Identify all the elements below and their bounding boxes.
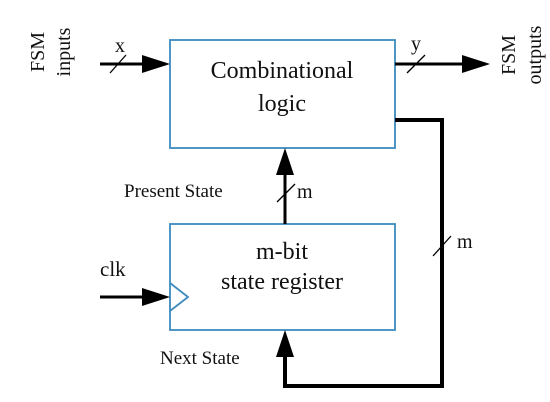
fsm-inputs-label-line1: FSM	[27, 32, 49, 72]
feedback-width-label: m	[457, 231, 473, 253]
state-register-label-line2: state register	[221, 269, 343, 295]
input-x-label: x	[115, 35, 125, 57]
input-x-bus-slash	[109, 54, 127, 74]
combinational-logic-label-line2: logic	[258, 91, 306, 117]
feedback-bus-slash	[432, 235, 452, 257]
present-state-label: Present State	[124, 181, 223, 202]
combinational-logic-label-line1: Combinational	[211, 58, 354, 84]
output-y-bus-slash	[406, 54, 426, 74]
fsm-outputs-label-line2: outputs	[524, 25, 546, 84]
next-state-arrowhead	[276, 330, 294, 357]
output-y-label: y	[411, 33, 421, 55]
clk-label: clk	[100, 257, 126, 281]
combinational-logic-block	[169, 39, 396, 149]
output-y-arrowhead	[462, 55, 490, 73]
clock-edge-icon	[169, 282, 190, 312]
next-state-label: Next State	[160, 348, 240, 369]
clk-arrowhead	[142, 288, 170, 306]
input-x-arrowhead	[142, 55, 170, 73]
fsm-inputs-label-line2: inputs	[53, 27, 75, 76]
fsm-outputs-label-line1: FSM	[498, 35, 520, 75]
state-register-block	[169, 223, 396, 331]
present-state-bus-slash	[276, 183, 296, 203]
present-state-width-label: m	[297, 181, 313, 203]
state-register-label-line1: m-bit	[256, 239, 308, 265]
next-state-feedback-wire	[283, 118, 444, 388]
present-state-arrowhead	[276, 148, 294, 175]
